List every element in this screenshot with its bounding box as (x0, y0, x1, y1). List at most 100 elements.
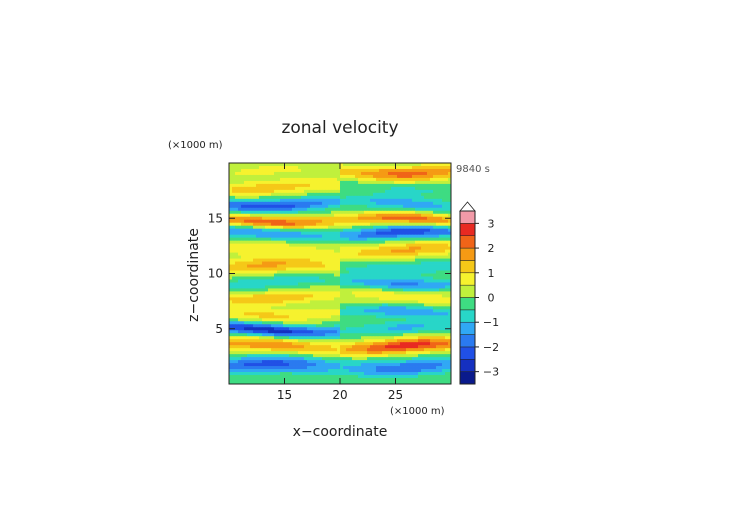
field-cell (448, 186, 452, 191)
field-cell (304, 270, 308, 274)
field-cell (259, 252, 263, 256)
field-cell (322, 327, 326, 331)
field-cell (385, 234, 389, 239)
field-cell (280, 210, 284, 215)
field-cell (367, 315, 371, 319)
field-cell (259, 357, 263, 361)
field-cell (334, 300, 338, 304)
field-cell (253, 219, 257, 224)
field-cell (247, 165, 251, 170)
field-cell (364, 222, 368, 227)
field-cell (238, 219, 242, 224)
field-cell (433, 243, 437, 247)
field-cell (400, 213, 404, 218)
field-cell (313, 321, 317, 325)
field-cell (448, 195, 452, 200)
field-cell (271, 255, 275, 259)
field-cell (421, 204, 425, 209)
field-cell (391, 318, 395, 322)
field-cell (385, 291, 389, 295)
field-cell (355, 309, 359, 313)
field-cell (262, 360, 266, 364)
field-cell (340, 261, 344, 265)
field-cell (361, 282, 365, 286)
field-cell (391, 204, 395, 209)
field-cell (403, 309, 407, 313)
field-cell (268, 180, 272, 185)
field-cell (424, 183, 428, 188)
field-cell (340, 279, 344, 283)
field-cell (268, 315, 272, 319)
field-cell (352, 171, 356, 176)
field-cell (409, 330, 413, 334)
field-cell (319, 351, 323, 355)
field-cell (334, 279, 338, 283)
field-cell (361, 201, 365, 206)
field-cell (361, 345, 365, 349)
field-cell (352, 210, 356, 215)
field-cell (397, 318, 401, 322)
field-cell (259, 327, 263, 331)
field-cell (343, 258, 347, 262)
field-cell (310, 240, 314, 244)
field-cell (310, 243, 314, 247)
field-cell (379, 357, 383, 361)
field-cell (268, 165, 272, 170)
field-cell (427, 285, 431, 289)
field-cell (430, 201, 434, 206)
field-cell (355, 186, 359, 191)
field-cell (379, 249, 383, 253)
field-cell (250, 249, 254, 253)
field-cell (412, 333, 416, 337)
field-cell (352, 288, 356, 292)
field-cell (253, 210, 257, 215)
field-cell (244, 174, 248, 179)
field-cell (325, 264, 329, 268)
field-cell (406, 255, 410, 259)
field-cell (427, 189, 431, 194)
field-cell (385, 279, 389, 283)
field-cell (334, 165, 338, 170)
field-cell (418, 282, 422, 286)
field-cell (448, 249, 452, 253)
field-cell (256, 249, 260, 253)
field-cell (337, 279, 341, 283)
field-cell (328, 246, 332, 250)
field-cell (364, 234, 368, 239)
field-cell (421, 183, 425, 188)
field-cell (235, 345, 239, 349)
field-cell (397, 243, 401, 247)
field-cell (433, 306, 437, 310)
field-cell (445, 240, 449, 244)
field-cell (328, 204, 332, 209)
field-cell (286, 231, 290, 236)
field-cell (364, 168, 368, 173)
field-cell (292, 201, 296, 206)
field-cell (238, 174, 242, 179)
field-cell (385, 240, 389, 244)
field-cell (250, 198, 254, 203)
field-cell (391, 198, 395, 203)
field-cell (337, 312, 341, 316)
field-cell (439, 207, 443, 212)
field-cell (310, 294, 314, 298)
field-cell (367, 351, 371, 355)
field-cell (346, 195, 350, 200)
field-cell (253, 234, 257, 239)
field-cell (256, 282, 260, 286)
field-cell (247, 252, 251, 256)
field-cell (241, 201, 245, 206)
field-cell (307, 183, 311, 188)
field-cell (436, 318, 440, 322)
field-cell (244, 207, 248, 212)
field-cell (304, 312, 308, 316)
field-cell (388, 180, 392, 185)
field-cell (397, 186, 401, 191)
field-cell (403, 174, 407, 179)
field-cell (340, 210, 344, 215)
field-cell (298, 279, 302, 283)
field-cell (271, 195, 275, 200)
field-cell (373, 219, 377, 224)
field-cell (286, 168, 290, 173)
field-cell (286, 336, 290, 340)
